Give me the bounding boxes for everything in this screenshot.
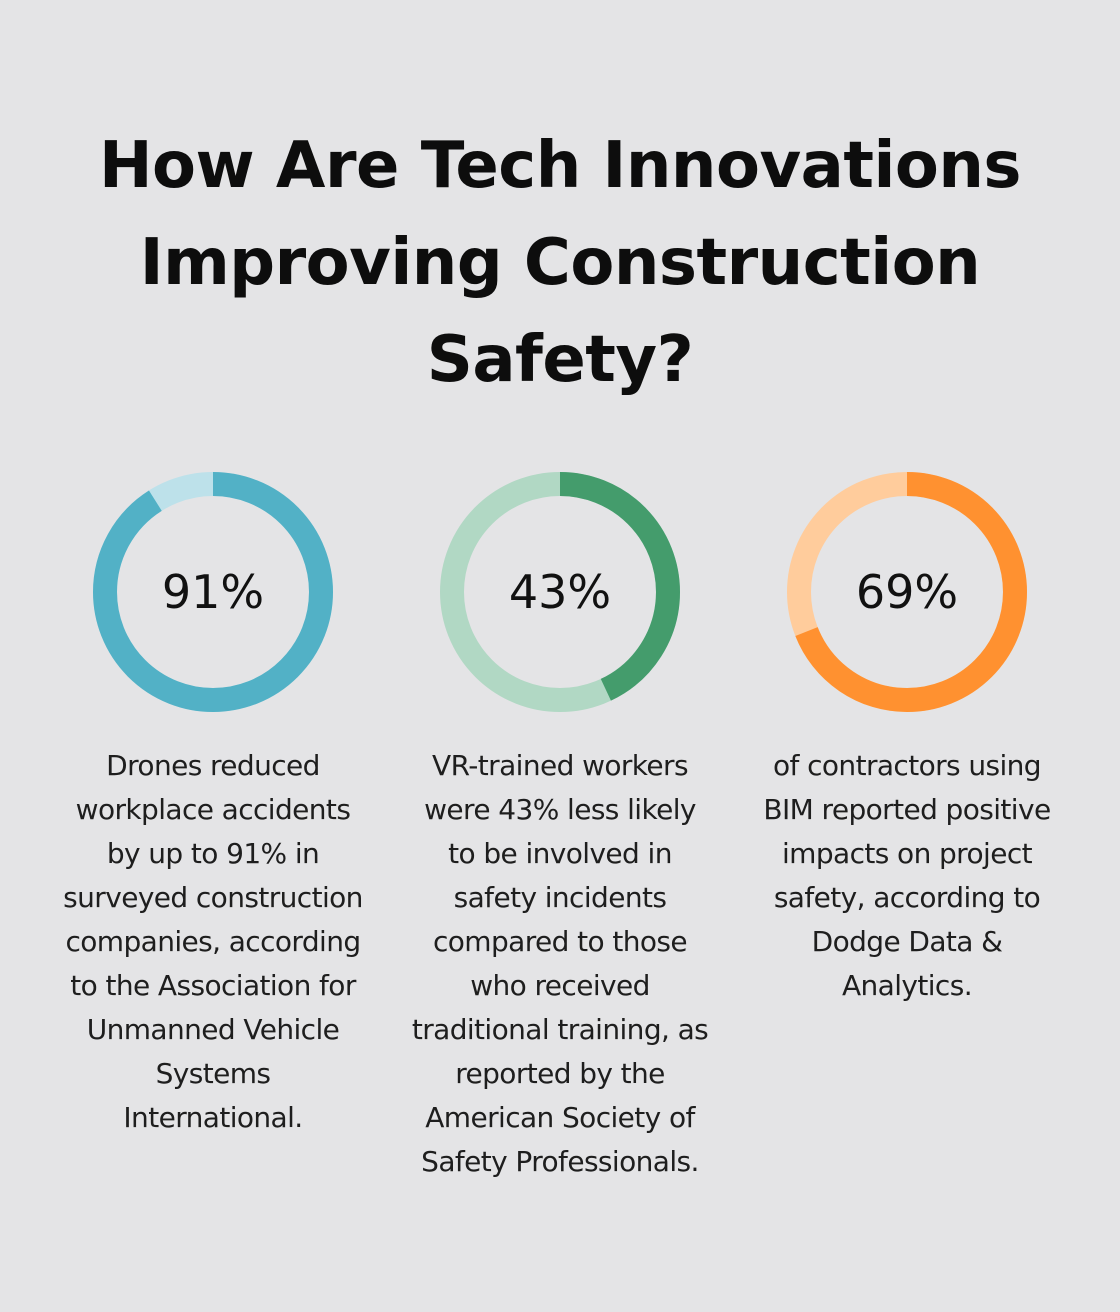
stat-description: Drones reduced workplace accidents by up… [63,749,363,1134]
donut-value-arc [93,472,333,712]
donut-value-arc [787,472,1027,712]
donut-chart: 43% [440,472,680,712]
donut-value-label: 91% [162,565,264,619]
donut-chart: 69% [787,472,1027,712]
donut-value-arc [440,472,680,712]
stat-card: 91% Drones reduced workplace accidents b… [63,470,363,1140]
stat-description: VR-trained workers were 43% less likely … [411,749,709,1178]
page-title: How Are Tech Innovations Improving Const… [98,129,1022,397]
donut-chart: 91% [93,472,333,712]
donut-value-label: 69% [856,565,958,619]
stat-description: of contractors using BIM reported positi… [763,749,1051,1002]
stat-card: 43% VR-trained workers were 43% less lik… [410,470,710,1184]
donut-value-label: 43% [509,565,611,619]
stat-card: 69% of contractors using BIM reported po… [757,470,1057,1008]
